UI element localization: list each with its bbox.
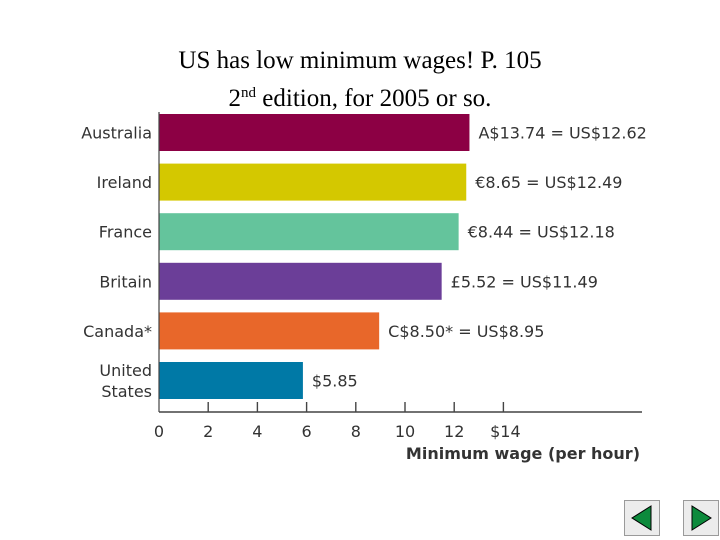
bar-britain xyxy=(159,262,442,300)
data-label: €8.44 = US$12.18 xyxy=(468,223,615,242)
next-slide-button[interactable] xyxy=(683,500,719,536)
category-label: United xyxy=(99,361,152,380)
x-tick-label: 12 xyxy=(444,422,464,441)
data-label: $5.85 xyxy=(312,372,358,391)
title-line-2-rest: edition, for 2005 or so. xyxy=(256,85,492,112)
x-tick-label: 8 xyxy=(351,422,361,441)
category-label: Britain xyxy=(99,272,152,291)
x-tick-label: 2 xyxy=(203,422,213,441)
slide-title: US has low minimum wages! P. 105 2nd edi… xyxy=(0,44,720,115)
x-tick-label: 0 xyxy=(154,422,164,441)
data-label: £5.52 = US$11.49 xyxy=(451,272,598,291)
bar-australia xyxy=(159,114,470,151)
x-axis-label: Minimum wage (per hour) xyxy=(406,444,640,463)
category-label: Australia xyxy=(81,124,152,143)
x-tick-label: $14 xyxy=(490,422,521,441)
title-line-1: US has low minimum wages! P. 105 xyxy=(178,47,542,74)
bar-ireland xyxy=(159,163,467,201)
bar-france xyxy=(159,213,459,251)
data-label: C$8.50* = US$8.95 xyxy=(388,322,544,341)
title-edition-number: 2 xyxy=(228,85,242,112)
data-label: €8.65 = US$12.49 xyxy=(475,173,622,192)
previous-slide-button[interactable] xyxy=(624,500,660,536)
category-label: France xyxy=(99,223,152,242)
x-tick-label: 10 xyxy=(395,422,415,441)
category-label: Ireland xyxy=(97,173,152,192)
triangle-left-icon xyxy=(631,505,652,531)
bar-canada xyxy=(159,312,380,350)
x-axis: 0 2 4 6 8 10 12 $14 xyxy=(154,112,642,441)
bar-united-states xyxy=(159,362,303,399)
x-tick-label: 4 xyxy=(252,422,262,441)
title-edition-suffix: nd xyxy=(241,85,257,101)
category-label: States xyxy=(101,382,152,401)
labels-layer: Australia A$13.74 = US$12.62 Ireland €8.65 … xyxy=(81,124,647,402)
category-label: Canada* xyxy=(83,322,152,341)
x-tick-label: 6 xyxy=(302,422,312,441)
triangle-right-icon xyxy=(691,505,712,531)
bars-layer xyxy=(159,114,470,399)
title-line-2: 2nd edition, for 2005 or so. xyxy=(0,77,720,115)
data-label: A$13.74 = US$12.62 xyxy=(478,124,646,143)
